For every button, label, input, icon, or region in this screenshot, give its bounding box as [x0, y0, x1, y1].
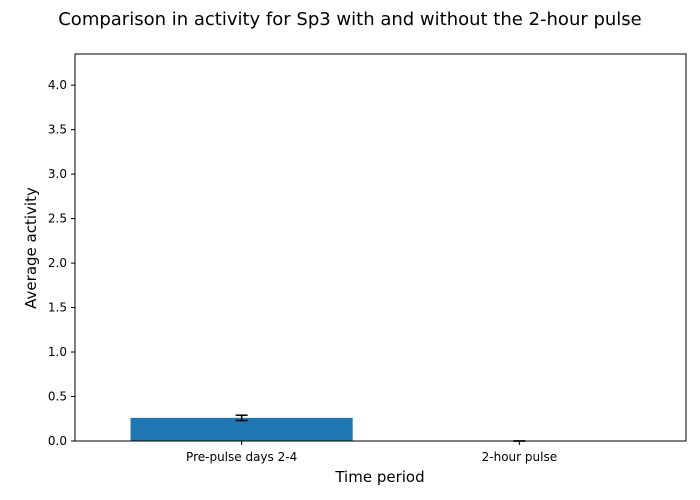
y-tick-label-1: 0.0 — [48, 434, 67, 448]
x-tick-label-1: Pre-pulse days 2-4 — [186, 450, 297, 464]
y-tick-label-8: 3.5 — [48, 123, 67, 137]
plot-area: Pre-pulse days 2-4 2-hour pulse 0.0 0.5 1.0 1… — [48, 53, 687, 464]
y-tick-label-9: 4.0 — [48, 78, 67, 92]
y-axis-title: Average activity — [22, 187, 40, 309]
y-tick-label-2: 0.5 — [48, 390, 67, 404]
x-axis-title: Time period — [334, 468, 424, 486]
y-tick-label-5: 2.0 — [48, 256, 67, 270]
y-tick-label-7: 3.0 — [48, 167, 67, 181]
y-tick-label-6: 2.5 — [48, 212, 67, 226]
plot-frame — [74, 53, 687, 442]
y-tick-label-3: 1.0 — [48, 345, 67, 359]
y-tick-label-4: 1.5 — [48, 301, 67, 315]
bar-1 — [130, 417, 353, 441]
chart-title: Comparison in activity for Sp3 with and … — [58, 9, 642, 30]
x-tick-label-2: 2-hour pulse — [482, 450, 557, 464]
